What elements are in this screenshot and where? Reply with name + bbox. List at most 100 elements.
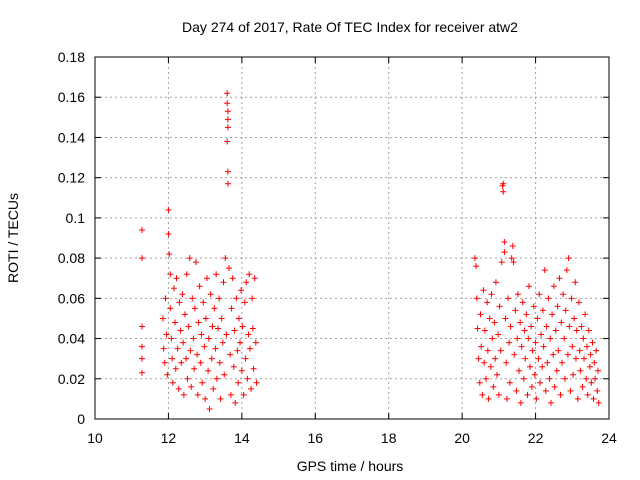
data-point xyxy=(220,279,227,286)
data-point xyxy=(536,291,543,298)
data-point xyxy=(471,255,478,262)
data-point xyxy=(191,305,198,312)
data-point xyxy=(175,385,182,392)
data-point xyxy=(235,379,242,386)
data-point xyxy=(246,345,253,352)
data-point xyxy=(202,315,209,322)
data-point xyxy=(476,379,483,386)
data-point xyxy=(576,347,583,354)
data-point xyxy=(533,395,540,402)
data-point xyxy=(224,90,231,97)
data-point xyxy=(240,391,247,398)
data-point xyxy=(528,383,535,390)
chart-title: Day 274 of 2017, Rate Of TEC Index for r… xyxy=(182,19,518,35)
data-point xyxy=(505,295,512,302)
data-point xyxy=(532,339,539,346)
data-point xyxy=(209,323,216,330)
data-point xyxy=(531,371,538,378)
data-point xyxy=(477,311,484,318)
data-point xyxy=(164,371,171,378)
data-point xyxy=(502,315,509,322)
data-point xyxy=(162,295,169,302)
data-point xyxy=(495,331,502,338)
data-point xyxy=(507,323,514,330)
data-point xyxy=(583,343,590,350)
data-point xyxy=(503,359,510,366)
x-tick-label: 14 xyxy=(234,430,250,446)
data-point xyxy=(574,395,581,402)
data-point xyxy=(186,255,193,262)
data-point xyxy=(487,363,494,370)
data-point xyxy=(508,255,515,262)
y-tick-label: 0.08 xyxy=(58,250,85,266)
data-point xyxy=(573,327,580,334)
data-point xyxy=(239,323,246,330)
x-tick-labels: 10 12 14 16 18 20 22 24 xyxy=(87,430,617,446)
y-tick-label: 0.1 xyxy=(66,210,86,226)
data-point xyxy=(221,371,228,378)
data-point xyxy=(517,399,524,406)
data-point xyxy=(553,367,560,374)
data-point xyxy=(223,331,230,338)
data-point xyxy=(503,395,510,402)
y-tick-label: 0.12 xyxy=(58,170,85,186)
data-point xyxy=(248,385,255,392)
data-point xyxy=(249,325,256,332)
grid-lines xyxy=(95,57,609,419)
data-point xyxy=(183,355,190,362)
data-point xyxy=(194,351,201,358)
data-point xyxy=(568,295,575,302)
data-point xyxy=(495,391,502,398)
data-point xyxy=(243,279,250,286)
y-tick-label: 0.04 xyxy=(58,331,85,347)
data-point xyxy=(208,355,215,362)
data-point xyxy=(230,363,237,370)
data-point xyxy=(516,367,523,374)
data-point xyxy=(199,379,206,386)
data-point xyxy=(479,391,486,398)
data-point xyxy=(245,331,252,338)
data-point xyxy=(210,385,217,392)
data-point xyxy=(205,335,212,342)
data-point xyxy=(489,335,496,342)
data-point xyxy=(524,391,531,398)
data-point xyxy=(593,347,600,354)
data-point xyxy=(483,375,490,382)
data-point xyxy=(572,355,579,362)
data-point xyxy=(475,355,482,362)
data-point xyxy=(528,323,535,330)
data-point xyxy=(525,283,532,290)
data-point xyxy=(160,345,167,352)
data-point xyxy=(575,299,582,306)
data-point xyxy=(189,295,196,302)
data-point xyxy=(488,291,495,298)
data-point xyxy=(191,365,198,372)
data-point xyxy=(541,267,548,274)
data-point xyxy=(550,283,557,290)
data-point xyxy=(206,405,213,412)
data-point xyxy=(251,275,258,282)
x-tick-label: 22 xyxy=(528,430,544,446)
data-point xyxy=(229,275,236,282)
data-point xyxy=(138,355,145,362)
data-point xyxy=(539,307,546,314)
data-point xyxy=(218,315,225,322)
data-point xyxy=(562,307,569,314)
data-point xyxy=(547,335,554,342)
x-tick-label: 10 xyxy=(87,430,103,446)
data-point xyxy=(170,285,177,292)
data-point xyxy=(519,299,526,306)
data-point xyxy=(571,315,578,322)
data-point xyxy=(569,343,576,350)
data-point xyxy=(180,339,187,346)
data-point xyxy=(233,295,240,302)
data-point xyxy=(235,315,242,322)
data-point xyxy=(172,365,179,372)
data-point xyxy=(486,315,493,322)
data-point xyxy=(517,319,524,326)
data-point xyxy=(226,265,233,272)
data-point xyxy=(498,259,505,266)
data-point xyxy=(559,359,566,366)
data-point xyxy=(201,343,208,350)
data-point xyxy=(563,267,570,274)
